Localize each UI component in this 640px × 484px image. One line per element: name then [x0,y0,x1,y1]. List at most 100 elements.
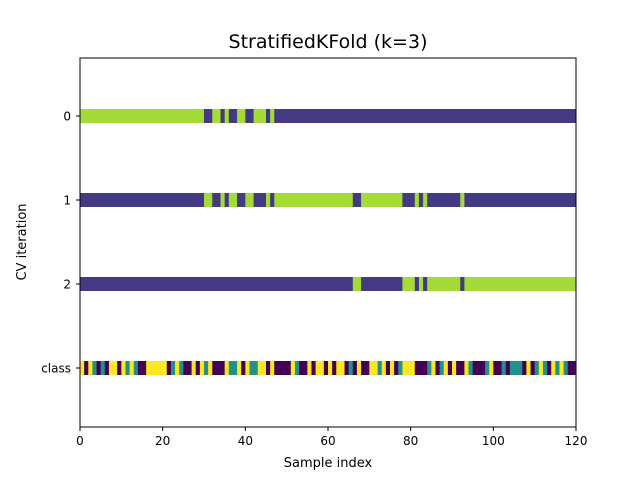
class-cell-24 [179,361,184,375]
class-cell-85 [431,361,436,375]
class-cell-47 [274,361,279,375]
class-cell-75 [390,361,395,375]
test-segment-fold-0-5 [270,109,275,123]
class-cell-12 [129,361,135,375]
class-cell-106 [518,361,523,375]
y-tick-label-2: 2 [63,278,71,292]
class-cell-101 [497,361,502,375]
class-cell-118 [567,361,573,375]
test-segment-fold-2-4 [464,277,576,291]
class-cell-7 [108,361,114,375]
class-cell-8 [113,361,118,375]
chart-title: StratifiedKFold (k=3) [229,31,428,53]
class-cell-19 [158,361,164,375]
class-cell-74 [385,361,391,375]
class-cell-46 [270,361,275,375]
class-cell-39 [241,361,246,375]
class-cell-48 [278,361,283,375]
test-segment-fold-2-1 [402,277,415,291]
class-cell-109 [530,361,536,375]
test-segment-fold-1-5 [274,193,353,207]
class-cell-114 [551,361,556,375]
class-cell-56 [311,361,316,375]
class-cell-11 [125,361,130,375]
x-tick-label-100: 100 [482,434,505,448]
class-cell-72 [377,361,383,375]
test-segment-fold-0-3 [237,109,246,123]
class-cell-81 [414,361,420,375]
x-tick-label-0: 0 [76,434,84,448]
class-cell-41 [249,361,254,375]
class-cell-68 [361,361,366,375]
x-axis-ticks: 0 20 40 60 80 100 120 [76,427,587,448]
test-segment-fold-1-3 [245,193,254,207]
class-cell-89 [447,361,453,375]
class-cell-79 [406,361,412,375]
class-cell-1 [84,361,89,375]
class-cell-112 [542,361,548,375]
class-cell-18 [154,361,159,375]
class-cell-69 [365,361,370,375]
class-cell-15 [142,361,147,375]
class-cell-91 [456,361,461,375]
class-cell-49 [282,361,288,375]
class-cell-2 [88,361,93,375]
class-cell-103 [505,361,511,375]
class-cell-76 [394,361,399,375]
class-cell-64 [344,361,350,375]
class-cell-57 [315,361,321,375]
test-segment-fold-0-0 [80,109,204,123]
test-segment-fold-1-2 [228,193,238,207]
y-tick-label-0: 0 [63,110,71,124]
class-cell-65 [348,361,354,375]
class-cell-102 [501,361,507,375]
class-cell-84 [427,361,432,375]
class-cell-59 [323,361,329,375]
x-axis-label: Sample index [284,456,373,471]
class-cell-113 [547,361,552,375]
class-cell-116 [559,361,564,375]
class-cell-34 [220,361,226,375]
class-cell-60 [328,361,333,375]
class-cell-26 [187,361,192,375]
class-cell-86 [435,361,440,375]
class-cell-21 [166,361,172,375]
class-cell-63 [340,361,345,375]
class-cell-94 [468,361,474,375]
class-cell-82 [418,361,424,375]
class-cell-110 [534,361,540,375]
y-tick-label-1: 1 [63,194,71,208]
test-segment-fold-2-3 [427,277,461,291]
class-cell-80 [410,361,416,375]
class-cell-77 [398,361,403,375]
class-cell-43 [257,361,263,375]
class-cell-62 [336,361,341,375]
x-tick-label-20: 20 [155,434,170,448]
class-cell-90 [452,361,457,375]
x-tick-label-80: 80 [403,434,418,448]
test-segment-fold-1-4 [266,193,271,207]
class-cell-108 [526,361,531,375]
x-tick-label-60: 60 [320,434,335,448]
class-cell-40 [245,361,250,375]
class-cell-54 [303,361,308,375]
class-cell-23 [175,361,180,375]
y-axis-ticks: 0 1 2 class [41,110,80,376]
class-cell-0 [80,361,85,375]
class-cell-73 [381,361,387,375]
class-cell-88 [443,361,449,375]
class-cell-14 [137,361,143,375]
test-segment-fold-1-8 [423,193,428,207]
class-cell-33 [216,361,221,375]
y-axis-label: CV iteration [15,203,30,280]
class-cell-27 [191,361,197,375]
class-cell-30 [204,361,209,375]
class-cell-16 [146,361,151,375]
class-cell-52 [294,361,300,375]
class-cell-61 [332,361,337,375]
class-cell-32 [212,361,217,375]
test-segment-fold-1-1 [220,193,225,207]
test-segment-fold-1-6 [361,193,403,207]
class-cell-20 [162,361,168,375]
